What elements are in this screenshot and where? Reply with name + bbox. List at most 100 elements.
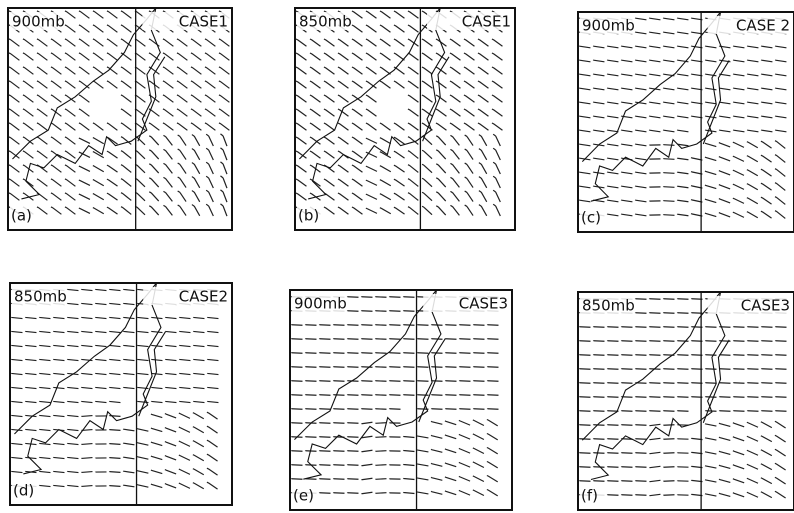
wind-barb — [376, 479, 387, 480]
wind-barb — [81, 345, 92, 346]
wind-barb — [79, 53, 89, 60]
wind-barb — [324, 95, 335, 102]
wind-barb — [459, 324, 470, 325]
wind-barb — [93, 11, 103, 18]
wind-barb — [579, 382, 590, 383]
wind-barb — [93, 166, 104, 172]
wind-barb — [220, 162, 226, 174]
wind-barb — [677, 130, 688, 132]
wind-barb — [137, 442, 148, 445]
wind-barb — [747, 88, 758, 90]
case-label: CASE1 — [462, 13, 511, 31]
wind-barb — [408, 25, 419, 32]
wind-barb — [459, 408, 470, 409]
wind-barb — [621, 74, 632, 76]
wind-barb — [607, 396, 618, 397]
wind-barb — [761, 422, 772, 428]
wind-barb — [431, 338, 442, 339]
wind-barb — [775, 211, 785, 219]
wind-barb — [389, 338, 400, 339]
wind-barb — [319, 338, 330, 339]
wind-barb — [450, 109, 461, 116]
wind-barb — [338, 53, 349, 60]
wind-barb — [51, 81, 61, 88]
wind-barb — [394, 207, 405, 214]
wind-barb — [95, 331, 106, 332]
wind-barb — [296, 165, 307, 172]
wind-barb — [123, 485, 134, 487]
wind-barb — [478, 67, 489, 74]
wind-barb — [179, 401, 190, 402]
wind-barb — [705, 382, 716, 383]
wind-barb — [593, 172, 604, 174]
wind-barb — [677, 396, 688, 397]
wind-barb — [465, 191, 473, 202]
wind-barb — [649, 60, 660, 62]
wind-barb — [445, 421, 456, 425]
wind-barb — [719, 199, 730, 203]
wind-barb — [733, 156, 744, 161]
wind-barb — [705, 368, 716, 369]
wind-barb — [121, 109, 131, 116]
wind-barb — [450, 81, 461, 88]
wind-barb — [23, 95, 33, 102]
wind-barb — [207, 440, 218, 447]
wind-barb — [51, 151, 61, 158]
wind-barb — [361, 310, 372, 311]
panel-letter: (b) — [298, 207, 319, 225]
wind-barb — [621, 130, 632, 132]
wind-barb — [733, 116, 744, 118]
wind-barb — [79, 25, 89, 32]
wind-barb — [607, 466, 618, 467]
wind-barb — [465, 177, 473, 188]
wind-barb — [163, 191, 172, 201]
wind-barb — [37, 207, 47, 214]
wind-barb — [403, 338, 414, 339]
wind-barb — [53, 471, 64, 472]
wind-barb — [579, 88, 590, 90]
wind-barb — [733, 74, 744, 76]
pressure-level: 900mb — [12, 13, 65, 31]
wind-barb — [593, 354, 604, 355]
wind-barb — [417, 394, 428, 395]
wind-barb — [422, 67, 433, 74]
wind-barb — [649, 18, 660, 20]
wind-barb — [607, 424, 618, 425]
wind-barb — [593, 116, 604, 118]
wind-barb — [53, 387, 64, 388]
wind-barb — [761, 492, 772, 498]
wind-barb — [747, 102, 758, 104]
wind-barb — [109, 485, 120, 486]
wind-barb — [82, 486, 93, 487]
wind-barb — [291, 408, 302, 409]
wind-barb — [338, 179, 349, 186]
wind-barb — [191, 81, 201, 88]
wind-barb — [635, 298, 646, 299]
wind-barb — [650, 494, 661, 495]
wind-barb — [677, 298, 688, 299]
wind-barb — [719, 396, 730, 397]
wind-barb — [450, 177, 459, 187]
wind-barb — [81, 373, 92, 374]
wind-barb — [9, 179, 19, 186]
wind-barb — [107, 165, 118, 172]
wind-barb — [479, 191, 487, 202]
wind-barb — [123, 387, 134, 388]
wind-barb — [205, 67, 215, 74]
wind-barb — [51, 53, 61, 60]
wind-barb — [775, 326, 786, 327]
panel-letter: (e) — [293, 487, 314, 505]
wind-barb — [677, 158, 688, 160]
wind-barb — [635, 130, 646, 132]
wind-barb — [408, 53, 419, 60]
wind-barb — [352, 165, 363, 172]
wind-barb — [445, 366, 456, 367]
wind-barb — [310, 39, 321, 46]
wind-barb — [135, 39, 145, 46]
wind-barb — [459, 420, 470, 425]
wind-barb — [319, 408, 330, 409]
wind-barb — [459, 490, 470, 495]
wind-barb — [775, 491, 786, 498]
wind-barb — [593, 158, 604, 160]
wind-barb — [464, 67, 475, 74]
